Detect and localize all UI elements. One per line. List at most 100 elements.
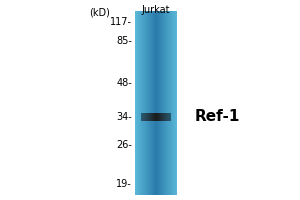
Bar — [143, 113, 144, 121]
Bar — [155, 113, 156, 121]
Bar — [146, 11, 147, 195]
Bar — [159, 11, 160, 195]
Bar — [150, 11, 151, 195]
Bar — [169, 11, 170, 195]
Bar — [169, 11, 170, 195]
Bar — [142, 11, 143, 195]
Bar — [173, 11, 174, 195]
Bar — [164, 11, 165, 195]
Bar — [144, 113, 145, 121]
Bar — [165, 113, 166, 121]
Bar — [164, 113, 165, 121]
Bar — [161, 11, 162, 195]
Bar — [160, 113, 161, 121]
Bar — [136, 11, 137, 195]
Text: 26-: 26- — [116, 140, 132, 150]
Bar — [170, 11, 171, 195]
Text: 34-: 34- — [116, 112, 132, 122]
Bar — [145, 113, 146, 121]
Bar — [141, 113, 142, 121]
Bar — [143, 11, 144, 195]
Bar — [175, 11, 176, 195]
Bar — [149, 113, 150, 121]
Bar — [168, 11, 169, 195]
Bar — [154, 11, 155, 195]
Bar — [141, 11, 142, 195]
Bar — [165, 11, 166, 195]
Bar — [156, 113, 157, 121]
Bar — [146, 113, 147, 121]
Bar — [160, 11, 161, 195]
Bar — [157, 113, 158, 121]
Bar — [149, 11, 150, 195]
Bar — [140, 11, 141, 195]
Bar — [138, 11, 139, 195]
Bar — [162, 11, 163, 195]
Bar — [142, 113, 143, 121]
Bar — [142, 11, 143, 195]
Bar — [172, 11, 173, 195]
Bar — [149, 113, 150, 121]
Bar — [154, 113, 155, 121]
Bar — [146, 113, 147, 121]
Bar — [148, 11, 149, 195]
Bar — [170, 113, 171, 121]
Bar — [171, 11, 172, 195]
Bar — [157, 11, 158, 195]
Bar — [162, 11, 163, 195]
Bar — [157, 113, 158, 121]
Bar — [151, 113, 152, 121]
Bar — [139, 11, 140, 195]
Bar — [160, 113, 161, 121]
Text: 19-: 19- — [116, 179, 132, 189]
Text: (kD): (kD) — [89, 7, 110, 17]
Bar — [167, 11, 168, 195]
Bar — [150, 113, 151, 121]
Bar — [137, 11, 138, 195]
Bar — [150, 11, 151, 195]
Bar — [152, 11, 153, 195]
Text: Ref-1: Ref-1 — [195, 109, 240, 124]
Bar — [161, 113, 162, 121]
Bar — [167, 11, 168, 195]
Bar — [148, 113, 149, 121]
Bar — [164, 11, 165, 195]
Bar — [163, 113, 164, 121]
Bar — [135, 11, 136, 195]
Bar — [163, 113, 164, 121]
Bar — [156, 11, 157, 195]
Bar — [158, 11, 159, 195]
Bar — [163, 11, 164, 195]
Bar — [151, 11, 152, 195]
Bar — [139, 11, 140, 195]
Bar — [155, 113, 156, 121]
Bar — [154, 11, 155, 195]
Bar — [153, 11, 154, 195]
Bar — [138, 11, 139, 195]
Bar — [175, 11, 176, 195]
Bar — [176, 11, 177, 195]
Bar — [151, 113, 152, 121]
Bar — [158, 113, 159, 121]
Bar — [166, 11, 167, 195]
Bar — [147, 11, 148, 195]
Text: Jurkat: Jurkat — [142, 5, 170, 15]
Bar — [164, 113, 165, 121]
Bar — [161, 113, 162, 121]
Bar — [151, 11, 152, 195]
Bar — [147, 113, 148, 121]
Bar — [143, 11, 144, 195]
Bar — [174, 11, 175, 195]
Bar — [159, 113, 160, 121]
Bar — [155, 11, 156, 195]
Bar — [169, 113, 170, 121]
Bar — [160, 11, 161, 195]
Bar — [144, 11, 145, 195]
Bar — [155, 11, 156, 195]
Bar — [167, 113, 168, 121]
Bar — [145, 113, 146, 121]
Bar — [170, 11, 171, 195]
Bar — [152, 113, 153, 121]
Bar — [168, 113, 169, 121]
Bar — [168, 113, 169, 121]
